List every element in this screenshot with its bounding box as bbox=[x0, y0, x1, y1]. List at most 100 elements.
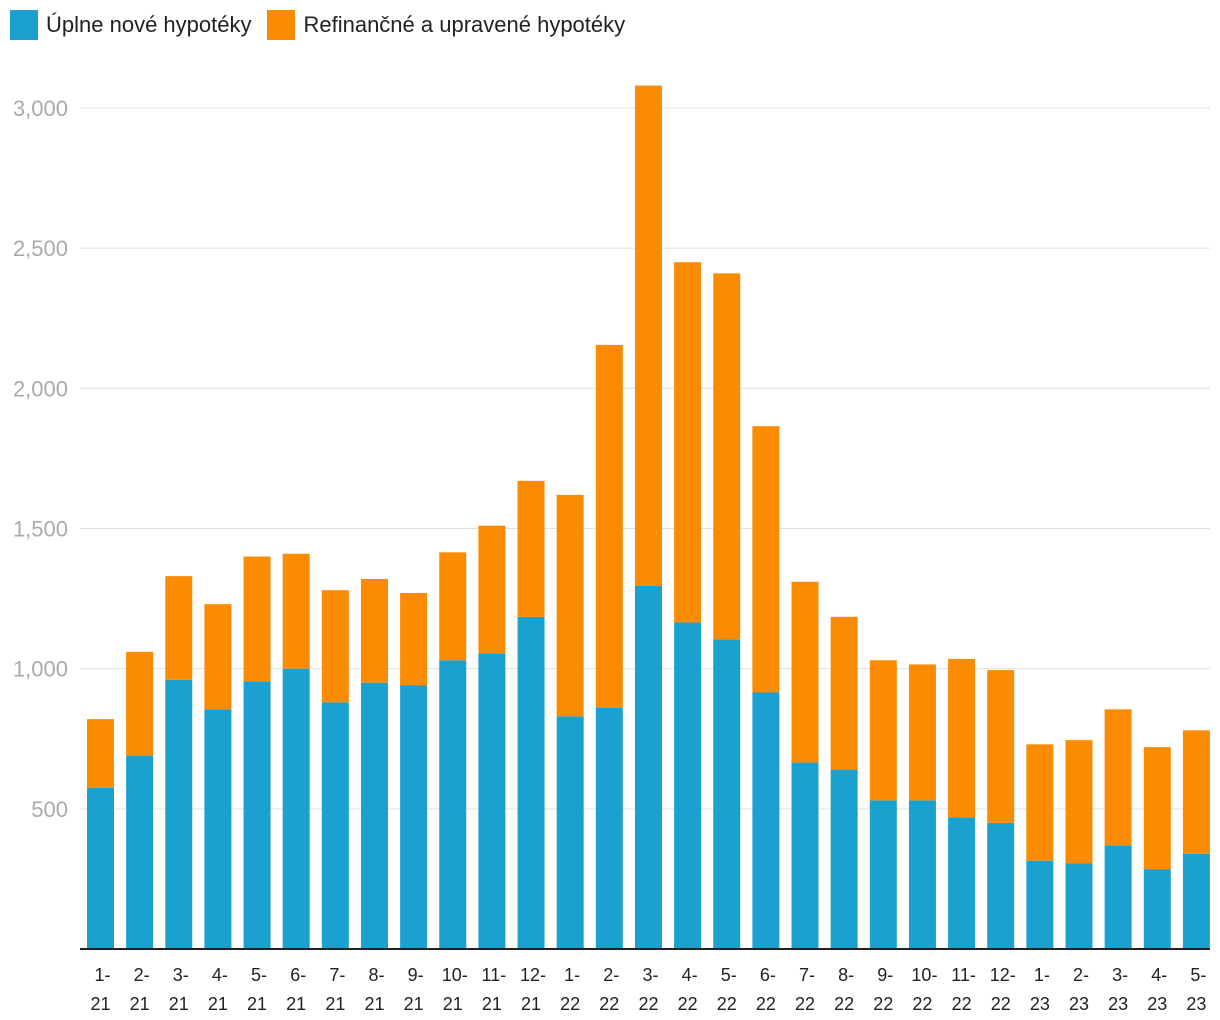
x-tick-label-3-21-month: 3- bbox=[173, 965, 189, 985]
x-tick-label-1-21-month: 1- bbox=[94, 965, 110, 985]
x-tick-label-1-23-year: 23 bbox=[1030, 994, 1050, 1014]
bar-new-3-22 bbox=[634, 585, 662, 949]
bar-new-2-22 bbox=[595, 707, 623, 949]
x-tick-label-8-21-month: 8- bbox=[368, 965, 384, 985]
bar-refi-3-22 bbox=[634, 85, 662, 586]
x-tick-label-2-22-year: 22 bbox=[599, 994, 619, 1014]
x-tick-label-4-22-month: 4- bbox=[682, 965, 698, 985]
bar-refi-3-21 bbox=[165, 576, 193, 680]
x-tick-label-10-22-month: 10- bbox=[911, 965, 937, 985]
x-tick-label-5-21-year: 21 bbox=[247, 994, 267, 1014]
x-tick-label-2-22-month: 2- bbox=[603, 965, 619, 985]
bar-new-2-23 bbox=[1065, 863, 1093, 949]
bar-refi-3-23 bbox=[1104, 709, 1132, 846]
bar-new-8-22 bbox=[830, 769, 858, 949]
bar-refi-7-21 bbox=[321, 590, 349, 703]
bar-new-7-22 bbox=[791, 762, 819, 949]
bar-refi-5-21 bbox=[243, 556, 271, 682]
y-tick-label-1500: 1,500 bbox=[13, 517, 68, 542]
bar-refi-10-22 bbox=[908, 664, 936, 801]
x-tick-label-4-23-month: 4- bbox=[1151, 965, 1167, 985]
x-tick-label-8-21-year: 21 bbox=[364, 994, 384, 1014]
bar-refi-5-22 bbox=[713, 273, 741, 640]
x-tick-label-1-22-year: 22 bbox=[560, 994, 580, 1014]
x-tick-label-1-23-month: 1- bbox=[1034, 965, 1050, 985]
x-tick-label-12-21-year: 21 bbox=[521, 994, 541, 1014]
bar-new-2-21 bbox=[126, 755, 154, 949]
bar-new-1-22 bbox=[556, 716, 584, 949]
x-tick-label-10-22-year: 22 bbox=[912, 994, 932, 1014]
x-tick-label-9-21-year: 21 bbox=[404, 994, 424, 1014]
legend-swatch-refi bbox=[267, 10, 296, 40]
bar-new-10-21 bbox=[439, 660, 467, 949]
x-tick-label-5-23-month: 5- bbox=[1190, 965, 1206, 985]
y-tick-label-2500: 2,500 bbox=[13, 236, 68, 261]
bar-refi-10-21 bbox=[439, 552, 467, 661]
bar-refi-8-22 bbox=[830, 616, 858, 770]
bar-new-6-21 bbox=[282, 668, 310, 949]
x-tick-label-4-22-year: 22 bbox=[678, 994, 698, 1014]
y-tick-label-1000: 1,000 bbox=[13, 657, 68, 682]
bar-new-4-23 bbox=[1143, 869, 1171, 949]
x-tick-label-11-22-year: 22 bbox=[952, 994, 972, 1014]
bar-new-9-21 bbox=[400, 685, 428, 949]
bar-refi-6-22 bbox=[752, 426, 780, 693]
x-tick-label-6-21-month: 6- bbox=[290, 965, 306, 985]
x-tick-label-5-21-month: 5- bbox=[251, 965, 267, 985]
bar-new-3-21 bbox=[165, 679, 193, 949]
bar-new-12-21 bbox=[517, 616, 545, 949]
bar-refi-2-21 bbox=[126, 651, 154, 756]
x-tick-label-4-21-year: 21 bbox=[208, 994, 228, 1014]
bar-new-5-21 bbox=[243, 681, 271, 949]
bar-new-1-21 bbox=[87, 787, 114, 949]
bar-new-8-21 bbox=[360, 682, 388, 949]
x-tick-label-2-23-year: 23 bbox=[1069, 994, 1089, 1014]
bar-new-11-21 bbox=[478, 653, 506, 949]
bar-new-10-22 bbox=[908, 800, 936, 949]
x-tick-label-12-22-month: 12- bbox=[990, 965, 1016, 985]
x-tick-label-3-21-year: 21 bbox=[169, 994, 189, 1014]
x-tick-label-7-22-year: 22 bbox=[795, 994, 815, 1014]
y-tick-label-500: 500 bbox=[31, 797, 68, 822]
bar-refi-1-21 bbox=[87, 719, 114, 788]
bar-refi-7-22 bbox=[791, 581, 819, 763]
x-tick-label-6-21-year: 21 bbox=[286, 994, 306, 1014]
x-tick-label-5-22-month: 5- bbox=[721, 965, 737, 985]
legend-item-new[interactable]: Úplne nové hypotéky bbox=[10, 10, 251, 40]
x-tick-label-5-22-year: 22 bbox=[717, 994, 737, 1014]
x-tick-label-7-21-year: 21 bbox=[325, 994, 345, 1014]
bar-new-12-22 bbox=[987, 822, 1015, 949]
legend-label-new: Úplne nové hypotéky bbox=[46, 12, 252, 37]
x-tick-label-8-22-year: 22 bbox=[834, 994, 854, 1014]
bar-refi-2-23 bbox=[1065, 740, 1093, 864]
bar-new-11-22 bbox=[948, 817, 976, 949]
bar-new-9-22 bbox=[869, 800, 897, 949]
x-tick-label-3-23-year: 23 bbox=[1108, 994, 1128, 1014]
x-tick-label-8-22-month: 8- bbox=[838, 965, 854, 985]
x-tick-label-3-22-year: 22 bbox=[638, 994, 658, 1014]
bar-refi-1-23 bbox=[1026, 744, 1054, 861]
x-tick-label-4-21-month: 4- bbox=[212, 965, 228, 985]
bar-new-5-23 bbox=[1182, 853, 1210, 949]
x-tick-label-12-22-year: 22 bbox=[991, 994, 1011, 1014]
bar-refi-9-21 bbox=[400, 592, 428, 686]
bar-new-4-21 bbox=[204, 709, 232, 949]
x-tick-label-1-21-year: 21 bbox=[90, 994, 110, 1014]
y-tick-label-2000: 2,000 bbox=[13, 376, 68, 401]
bar-refi-8-21 bbox=[360, 578, 388, 683]
legend-swatch-new bbox=[10, 10, 38, 40]
x-tick-label-6-22-year: 22 bbox=[756, 994, 776, 1014]
bar-new-4-22 bbox=[674, 622, 702, 949]
legend-label-refi: Refinančné a upravené hypotéky bbox=[303, 12, 626, 37]
legend-item-refi[interactable]: Refinančné a upravené hypotéky bbox=[267, 10, 625, 40]
bar-refi-4-21 bbox=[204, 604, 232, 710]
bar-refi-2-22 bbox=[595, 344, 623, 708]
x-tick-label-9-22-month: 9- bbox=[877, 965, 893, 985]
x-tick-label-2-23-month: 2- bbox=[1073, 965, 1089, 985]
bar-refi-4-23 bbox=[1143, 747, 1171, 870]
x-tick-label-10-21-year: 21 bbox=[443, 994, 463, 1014]
bar-refi-4-22 bbox=[674, 262, 702, 623]
bar-refi-6-21 bbox=[282, 553, 310, 669]
